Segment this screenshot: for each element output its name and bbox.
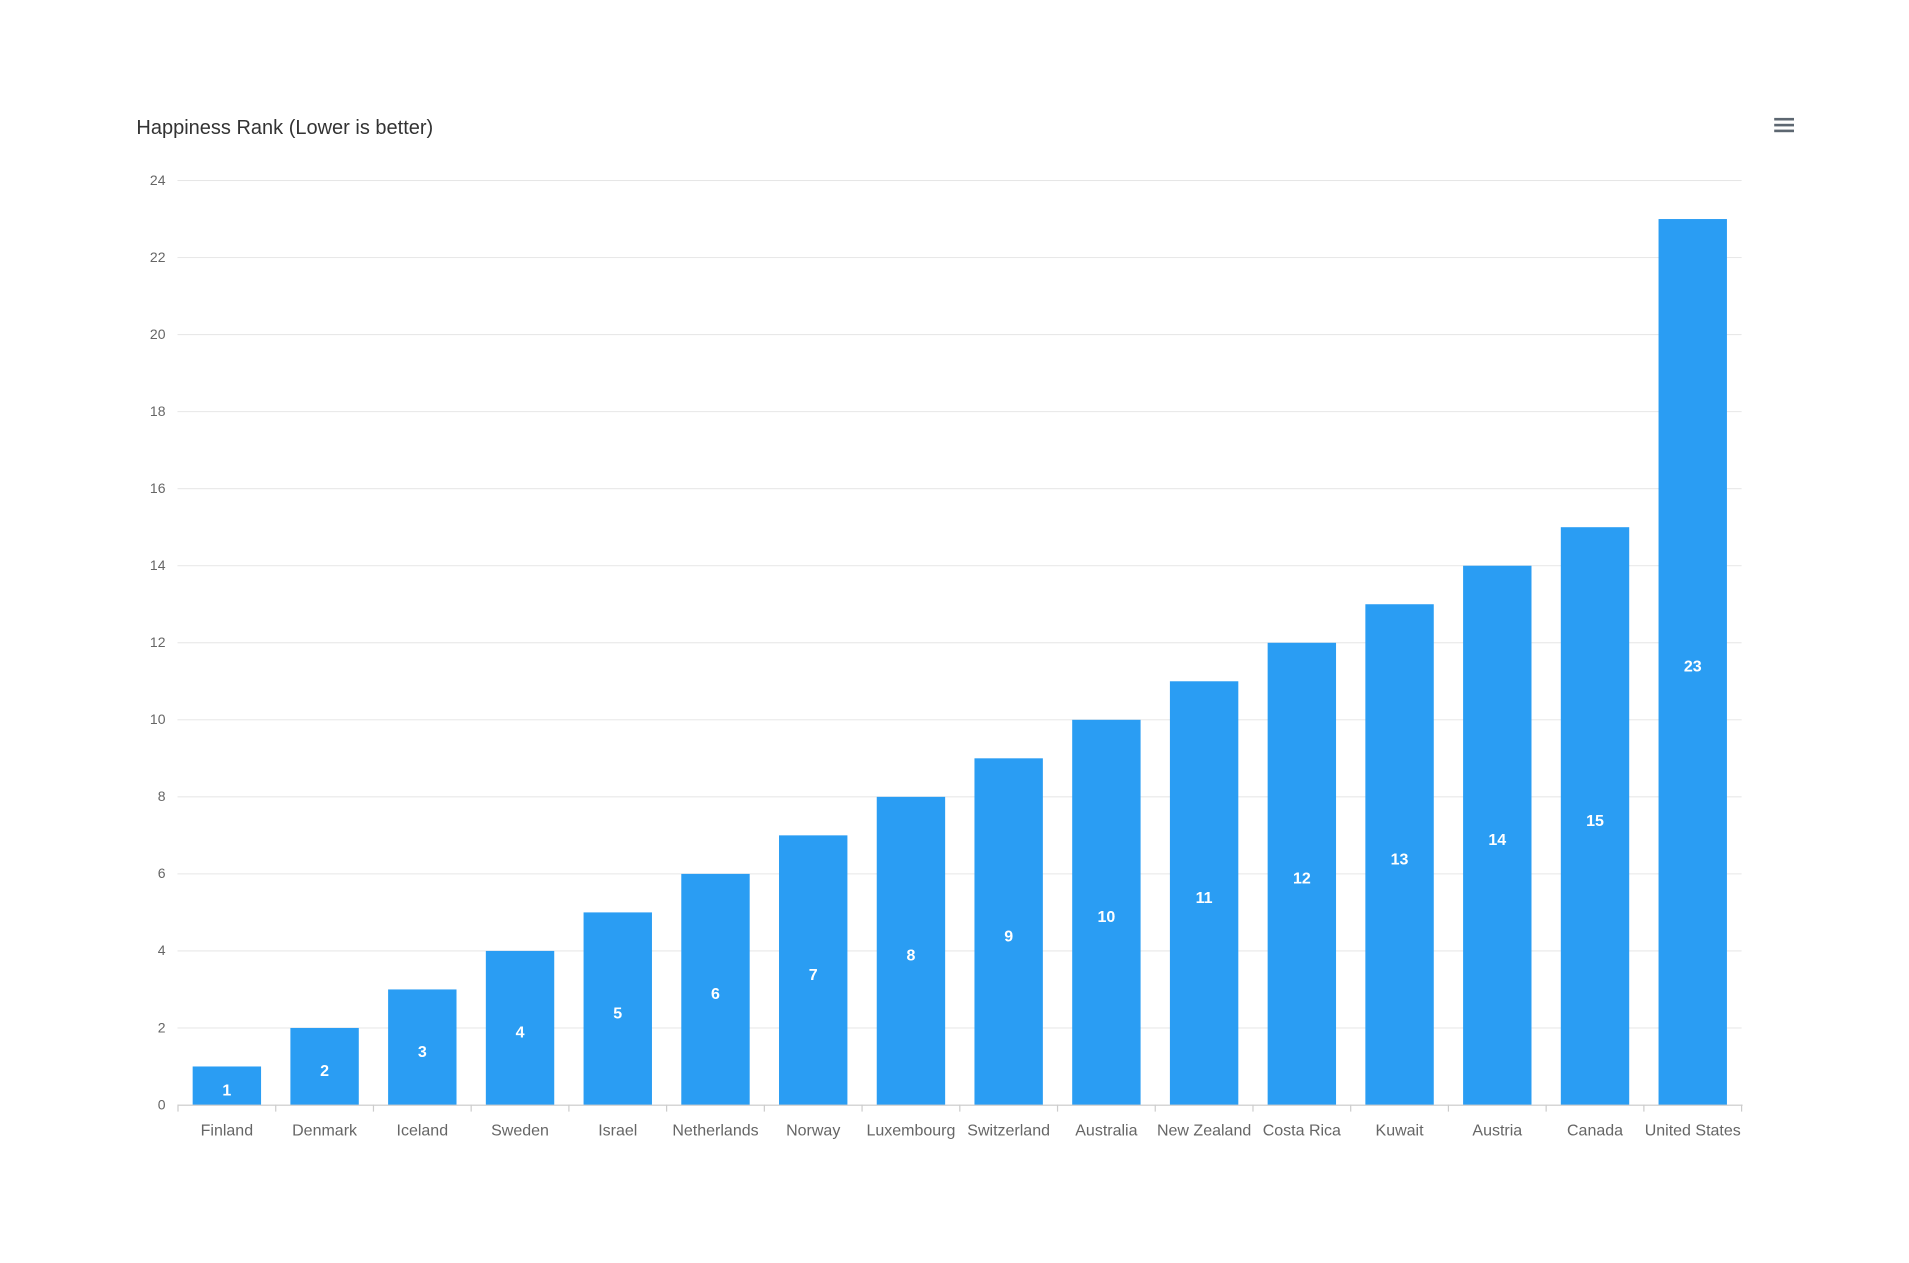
svg-text:Finland: Finland: [201, 1123, 253, 1140]
svg-text:5: 5: [613, 1005, 622, 1022]
svg-text:2: 2: [320, 1063, 329, 1080]
svg-text:Israel: Israel: [598, 1123, 637, 1140]
svg-text:6: 6: [711, 986, 720, 1003]
svg-text:Happiness Rank (Lower is bette: Happiness Rank (Lower is better): [136, 117, 433, 139]
svg-text:10: 10: [1097, 909, 1115, 926]
svg-text:13: 13: [1391, 851, 1409, 868]
svg-text:4: 4: [158, 942, 166, 958]
svg-text:23: 23: [1684, 659, 1702, 676]
svg-text:20: 20: [150, 326, 166, 342]
svg-text:16: 16: [150, 480, 166, 496]
svg-text:Norway: Norway: [786, 1123, 840, 1140]
svg-text:3: 3: [418, 1044, 427, 1061]
svg-text:18: 18: [150, 403, 166, 419]
svg-text:Austria: Austria: [1472, 1123, 1522, 1140]
svg-text:10: 10: [150, 711, 166, 727]
svg-text:14: 14: [1488, 832, 1506, 849]
svg-text:9: 9: [1004, 928, 1013, 945]
svg-text:6: 6: [158, 865, 166, 881]
svg-text:Switzerland: Switzerland: [967, 1123, 1050, 1140]
svg-text:Canada: Canada: [1567, 1123, 1623, 1140]
svg-text:Iceland: Iceland: [397, 1123, 449, 1140]
svg-text:Australia: Australia: [1075, 1123, 1137, 1140]
svg-text:8: 8: [906, 948, 915, 965]
svg-text:Luxembourg: Luxembourg: [866, 1123, 955, 1140]
svg-text:Sweden: Sweden: [491, 1123, 549, 1140]
svg-text:Netherlands: Netherlands: [672, 1123, 758, 1140]
svg-text:7: 7: [809, 967, 818, 984]
svg-text:15: 15: [1586, 813, 1604, 830]
svg-text:United States: United States: [1645, 1123, 1741, 1140]
svg-text:Costa Rica: Costa Rica: [1263, 1123, 1341, 1140]
svg-text:1: 1: [222, 1082, 231, 1099]
svg-text:12: 12: [150, 634, 166, 650]
svg-text:8: 8: [158, 788, 166, 804]
svg-text:4: 4: [516, 1025, 525, 1042]
svg-text:Kuwait: Kuwait: [1376, 1123, 1425, 1140]
svg-text:14: 14: [150, 557, 166, 573]
svg-text:24: 24: [150, 172, 166, 188]
svg-text:2: 2: [158, 1019, 166, 1035]
svg-text:12: 12: [1293, 871, 1311, 888]
svg-text:0: 0: [158, 1096, 166, 1112]
svg-text:11: 11: [1196, 890, 1213, 907]
svg-text:22: 22: [150, 249, 166, 265]
svg-text:New Zealand: New Zealand: [1157, 1123, 1251, 1140]
svg-text:Denmark: Denmark: [292, 1123, 358, 1140]
